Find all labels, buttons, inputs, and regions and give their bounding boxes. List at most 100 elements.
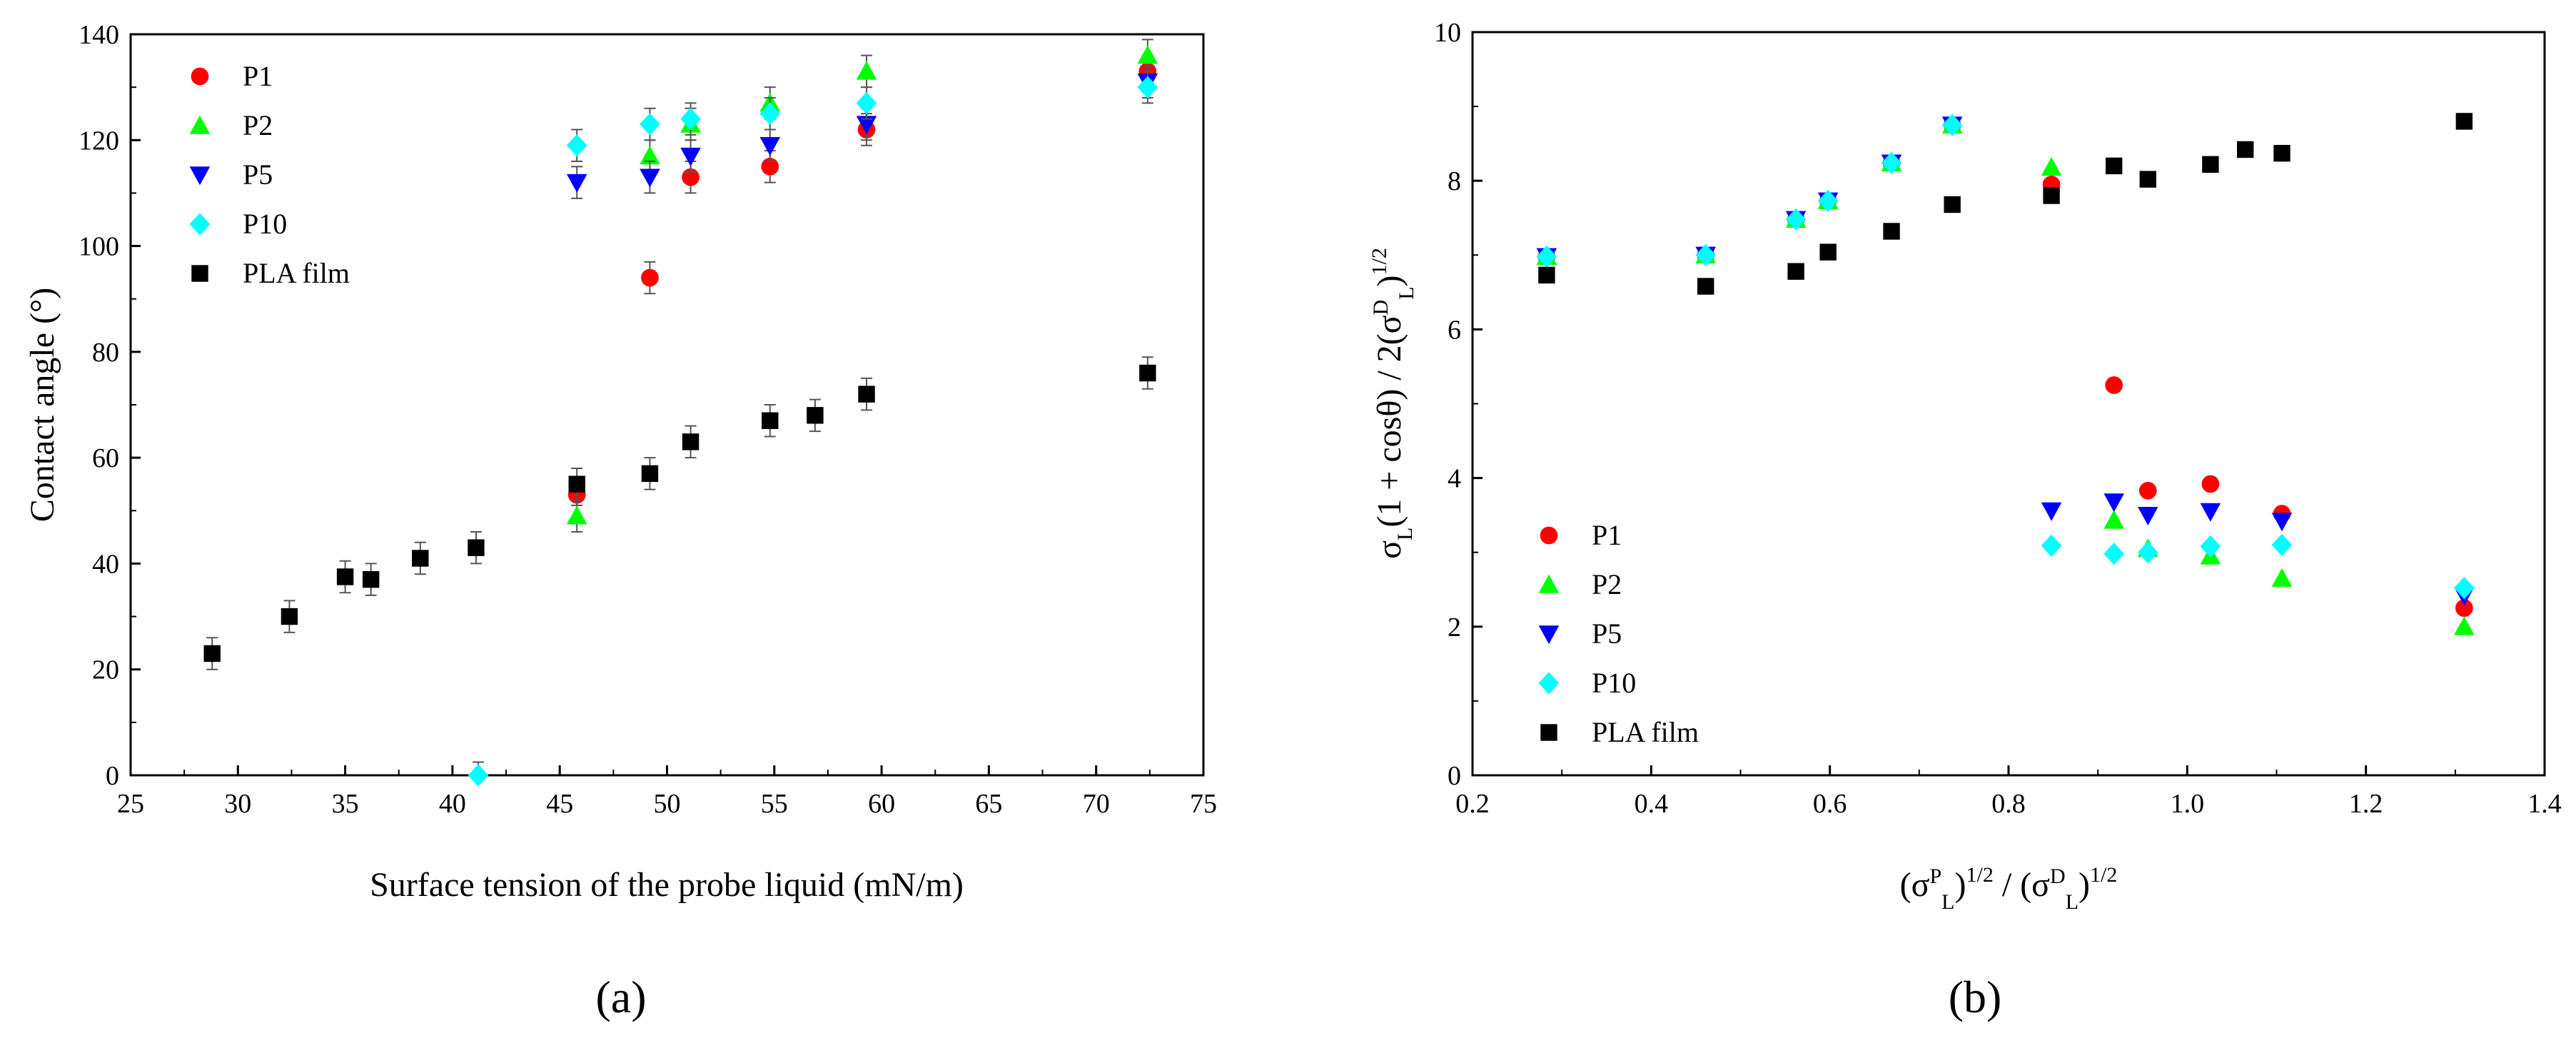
y-axis-title: σL(1 + cosθ) / 2(σDL)1/2 — [1368, 248, 1418, 559]
series-p5 — [1536, 116, 2475, 606]
data-point — [680, 147, 701, 166]
data-point — [1881, 151, 1902, 174]
data-point — [1697, 278, 1714, 295]
legend-label: P2 — [243, 109, 273, 141]
y-tick-label: 40 — [92, 549, 119, 579]
y-tick-label: 20 — [92, 655, 119, 685]
data-point — [858, 386, 875, 403]
legend-marker — [189, 166, 211, 186]
y-tick-label: 140 — [79, 20, 119, 50]
series-pla-film — [1538, 113, 2473, 295]
x-tick-label: 1.0 — [2171, 789, 2205, 819]
data-point — [856, 116, 877, 135]
series-p10 — [468, 70, 1158, 787]
x-tick-label: 0.8 — [1991, 789, 2026, 819]
data-point — [2043, 187, 2060, 204]
data-point — [2273, 144, 2290, 162]
data-point — [640, 168, 660, 188]
data-point — [468, 539, 485, 556]
x-tick-label: 75 — [1190, 789, 1217, 819]
data-point — [468, 764, 489, 787]
data-point — [2103, 510, 2124, 529]
data-point — [566, 173, 587, 193]
data-point — [2041, 534, 2062, 557]
data-point — [568, 475, 585, 493]
x-tick-label: 65 — [975, 789, 1002, 819]
data-point — [762, 412, 779, 429]
data-point — [412, 550, 429, 567]
data-point — [1819, 243, 1837, 261]
data-point — [856, 61, 877, 80]
legend-marker — [1538, 625, 1560, 645]
data-point — [1941, 114, 1963, 136]
data-point — [2139, 171, 2156, 188]
legend-marker — [189, 115, 211, 134]
legend-label: P10 — [243, 208, 287, 240]
plot-frame — [1471, 31, 2546, 777]
data-point — [2105, 157, 2123, 175]
data-point — [682, 433, 699, 450]
panel-label: (b) — [1949, 972, 2002, 1022]
legend-label: P2 — [1592, 568, 1622, 600]
data-point — [640, 113, 660, 136]
data-point — [566, 505, 587, 525]
y-tick-label: 2 — [1448, 613, 1461, 643]
data-point — [2202, 156, 2219, 173]
data-point — [761, 158, 779, 176]
y-tick-label: 100 — [79, 232, 119, 262]
legend-label: P1 — [243, 60, 273, 92]
legend-label: P5 — [1592, 618, 1622, 650]
data-point — [759, 137, 781, 156]
x-tick-label: 60 — [868, 789, 895, 819]
legend-marker — [191, 265, 208, 282]
data-point — [2103, 543, 2124, 565]
legend-marker — [1540, 724, 1557, 741]
legend-marker — [191, 67, 209, 86]
data-point — [2041, 157, 2062, 176]
x-tick-label: 50 — [654, 789, 681, 819]
data-point — [2200, 503, 2221, 522]
x-tick-label: 35 — [332, 789, 359, 819]
legend-marker — [1538, 672, 1560, 695]
y-tick-label: 10 — [1434, 18, 1461, 48]
x-tick-label: 40 — [439, 789, 466, 819]
x-axis-title: Surface tension of the probe liquid (mN/… — [370, 866, 964, 904]
data-point — [2455, 113, 2473, 130]
data-point — [2138, 481, 2157, 500]
legend-marker — [189, 213, 211, 236]
panel-label: (a) — [595, 972, 646, 1022]
chart-panel-b: 0.2 0.4 0.6 0.8 1.0 1.2 1.4 0 2 4 6 8 10 P1 P2 P5 P10 PLA… — [1368, 18, 2562, 1022]
data-point — [2041, 502, 2062, 521]
data-point — [1536, 245, 1557, 268]
data-point — [2137, 506, 2158, 525]
data-point — [641, 465, 659, 483]
data-point — [640, 146, 660, 165]
x-tick-label: 70 — [1083, 789, 1110, 819]
legend-label: PLA film — [243, 257, 350, 289]
series-p2 — [1536, 114, 2475, 635]
series-p10 — [1536, 114, 2475, 600]
y-tick-label: 6 — [1448, 315, 1461, 345]
series-pla-film — [203, 356, 1156, 670]
data-point — [1944, 196, 1961, 213]
data-point — [2201, 475, 2220, 493]
y-tick-label: 4 — [1448, 464, 1461, 494]
data-point — [1137, 76, 1158, 99]
legend-marker — [1538, 574, 1560, 593]
y-tick-label: 8 — [1448, 166, 1461, 196]
legend: P1 P2 P5 P10 PLA film — [189, 60, 350, 289]
legend-label: P10 — [1592, 667, 1636, 699]
data-point — [1817, 189, 1839, 212]
data-point — [1785, 208, 1807, 231]
data-point — [566, 134, 587, 157]
data-point — [281, 608, 298, 625]
data-point — [2271, 568, 2293, 587]
x-tick-label: 25 — [117, 789, 144, 819]
y-tick-label: 0 — [1448, 761, 1461, 791]
data-point — [203, 645, 221, 662]
y-tick-label: 0 — [106, 761, 119, 791]
legend-label: PLA film — [1592, 716, 1699, 748]
data-point — [2105, 376, 2123, 394]
data-point — [1538, 266, 1555, 284]
